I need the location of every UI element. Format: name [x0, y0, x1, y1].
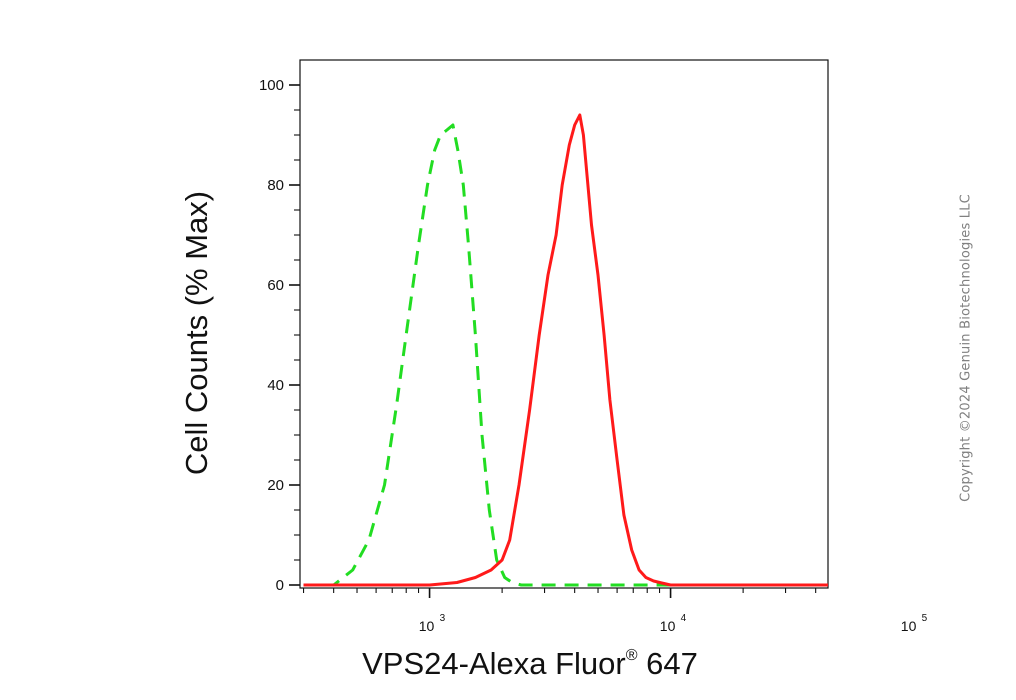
x-axis-label-suffix: 647 [637, 646, 698, 681]
registered-mark: ® [625, 647, 638, 664]
x-tick-label: 10 [419, 618, 435, 634]
x-tick-label: 10 [660, 618, 676, 634]
x-axis: 10 3 10 4 10 5 [302, 588, 928, 634]
y-axis-label: Cell Counts (% Max) [179, 190, 214, 476]
copyright-notice: Copyright ©2024 Genuin Biotechnologies L… [958, 194, 974, 502]
y-tick-label: 20 [267, 477, 284, 494]
series-layer [303, 113, 828, 587]
x-tick-exponent: 3 [440, 613, 446, 624]
plot-frame [299, 59, 829, 589]
x-tick-exponent: 5 [922, 613, 928, 624]
y-axis: 0 20 40 60 80 100 [259, 77, 300, 594]
x-axis-label-text: VPS24-Alexa Fluor [362, 646, 626, 681]
x-tick-exponent: 4 [681, 613, 687, 624]
y-tick-label: 40 [267, 377, 284, 394]
series-line-dashed [303, 123, 828, 587]
x-tick-label: 10 [901, 618, 917, 634]
y-tick-label: 80 [267, 177, 284, 194]
y-tick-label: 0 [276, 577, 284, 594]
y-tick-label: 60 [267, 277, 284, 294]
x-axis-label: VPS24-Alexa Fluor® 647 [362, 646, 698, 682]
series-line-solid [303, 113, 828, 587]
y-tick-label: 100 [259, 77, 284, 94]
